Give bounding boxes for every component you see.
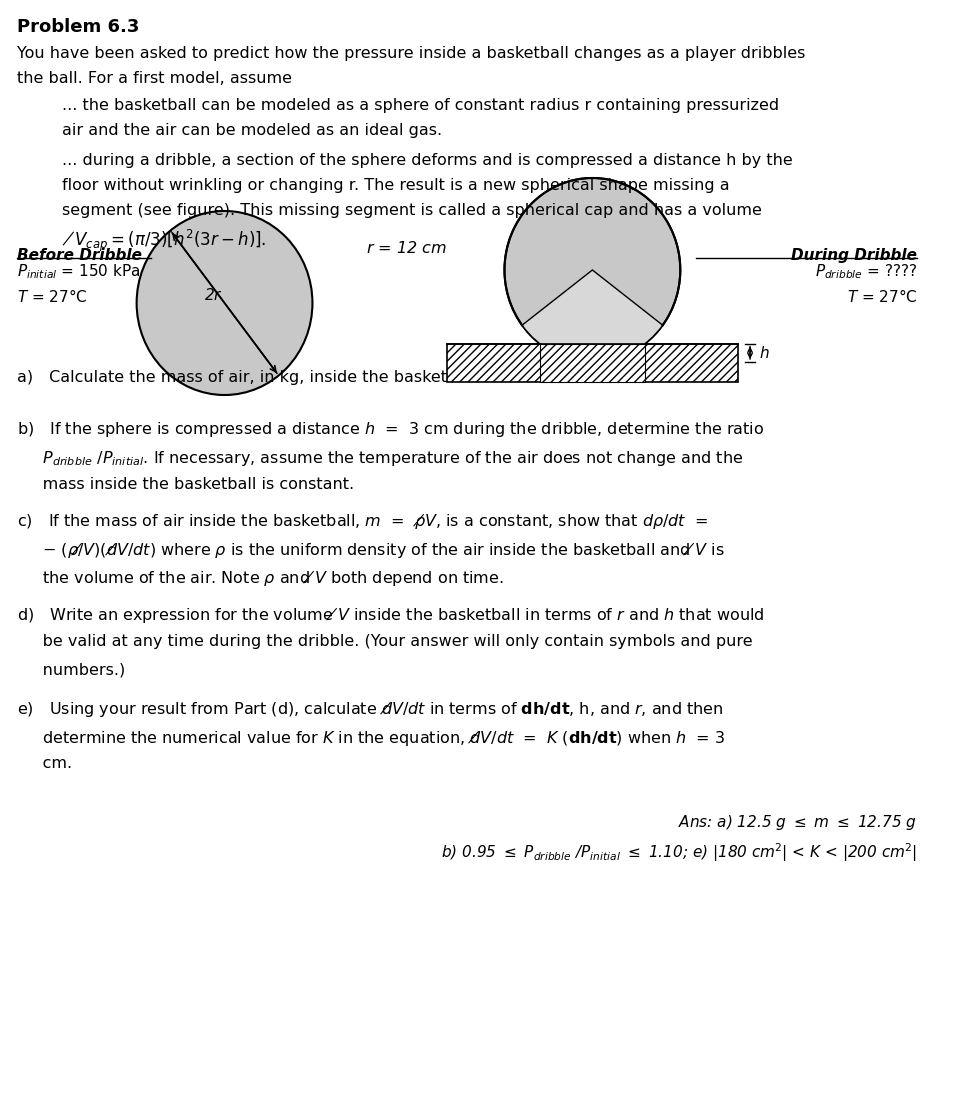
Text: d) Write an expression for the volume $\mathit{\not{V}}$ inside the basketball i: d) Write an expression for the volume $\…: [18, 605, 764, 625]
Text: $T$ = 27°C: $T$ = 27°C: [846, 288, 916, 305]
Text: cm.: cm.: [18, 757, 72, 771]
Text: e) Using your result from Part (d), calculate $d\mathit{\not{V}}/dt$ in terms of: e) Using your result from Part (d), calc…: [18, 699, 723, 719]
Text: segment (see figure). This missing segment is called a spherical cap and has a v: segment (see figure). This missing segme…: [62, 203, 761, 218]
Text: ... the basketball can be modeled as a sphere of constant radius r containing pr: ... the basketball can be modeled as a s…: [62, 98, 778, 113]
Text: be valid at any time during the dribble. (Your answer will only contain symbols : be valid at any time during the dribble.…: [18, 634, 752, 649]
Text: determine the numerical value for $K$ in the equation, $d\mathit{\not{V}}/dt$  =: determine the numerical value for $K$ in…: [18, 728, 725, 748]
Text: Problem 6.3: Problem 6.3: [18, 18, 140, 35]
Text: $P_{initial}$ = 150 kPa: $P_{initial}$ = 150 kPa: [18, 261, 141, 280]
Text: $\mathit{\not{V}}_{cap} = (\pi/3)[h^2(3r - h)].$: $\mathit{\not{V}}_{cap} = (\pi/3)[h^2(3r…: [62, 228, 266, 255]
Text: a) Calculate the mass of air, in kg, inside the basketball before the dribble.: a) Calculate the mass of air, in kg, ins…: [18, 370, 631, 384]
Wedge shape: [521, 270, 662, 362]
Bar: [539, 343, 645, 381]
Text: Ans: $a$) 12.5 g $\leq$ $m$ $\leq$ 12.75 $g$: Ans: $a$) 12.5 g $\leq$ $m$ $\leq$ 12.75…: [678, 813, 916, 832]
Text: $r$ = 12 cm: $r$ = 12 cm: [365, 240, 446, 256]
Text: Before Dribble: Before Dribble: [18, 248, 142, 263]
Text: $P_{dribble}$ = ????: $P_{dribble}$ = ????: [814, 261, 916, 280]
Bar: [495, 343, 689, 387]
Circle shape: [137, 211, 312, 394]
Text: air and the air can be modeled as an ideal gas.: air and the air can be modeled as an ide…: [62, 123, 442, 138]
Text: the ball. For a first model, assume: the ball. For a first model, assume: [18, 71, 291, 86]
Text: You have been asked to predict how the pressure inside a basketball changes as a: You have been asked to predict how the p…: [18, 47, 805, 61]
Bar: [539, 343, 645, 381]
Text: During Dribble: During Dribble: [790, 248, 916, 263]
Text: floor without wrinkling or changing r. The result is a new spherical shape missi: floor without wrinkling or changing r. T…: [62, 178, 729, 193]
Text: $b$) 0.95 $\leq$ $P_{dribble}$ /$P_{initial}$ $\leq$ 1.10; e) |180 cm$^2$| < K <: $b$) 0.95 $\leq$ $P_{dribble}$ /$P_{init…: [441, 842, 916, 864]
Bar: [447, 343, 736, 381]
Text: $P_{dribble}$ /$P_{initial}$. If necessary, assume the temperature of the air do: $P_{dribble}$ /$P_{initial}$. If necessa…: [18, 449, 742, 468]
Text: c) If the mass of air inside the basketball, $m$  =  $\rho$$\mathit{\not{V}}$, i: c) If the mass of air inside the basketb…: [18, 511, 707, 531]
Text: − ($\rho$/$\mathit{\not{V}}$)($d\mathit{\not{V}}$/$dt$) where $\rho$ is the unif: − ($\rho$/$\mathit{\not{V}}$)($d\mathit{…: [18, 540, 725, 560]
Text: mass inside the basketball is constant.: mass inside the basketball is constant.: [18, 478, 354, 492]
Text: ... during a dribble, a section of the sphere deforms and is compressed a distan: ... during a dribble, a section of the s…: [62, 153, 792, 168]
Text: 2$r$: 2$r$: [203, 287, 222, 302]
Circle shape: [504, 178, 680, 362]
Text: b) If the sphere is compressed a distance $h$  =  3 cm during the dribble, deter: b) If the sphere is compressed a distanc…: [18, 420, 764, 439]
Text: numbers.): numbers.): [18, 663, 125, 677]
Text: $T$ = 27°C: $T$ = 27°C: [18, 288, 88, 305]
Text: $h$: $h$: [758, 345, 769, 361]
Text: the volume of the air. Note $\rho$ and $\mathit{\not{V}}$ both depend on time.: the volume of the air. Note $\rho$ and $…: [18, 568, 504, 588]
